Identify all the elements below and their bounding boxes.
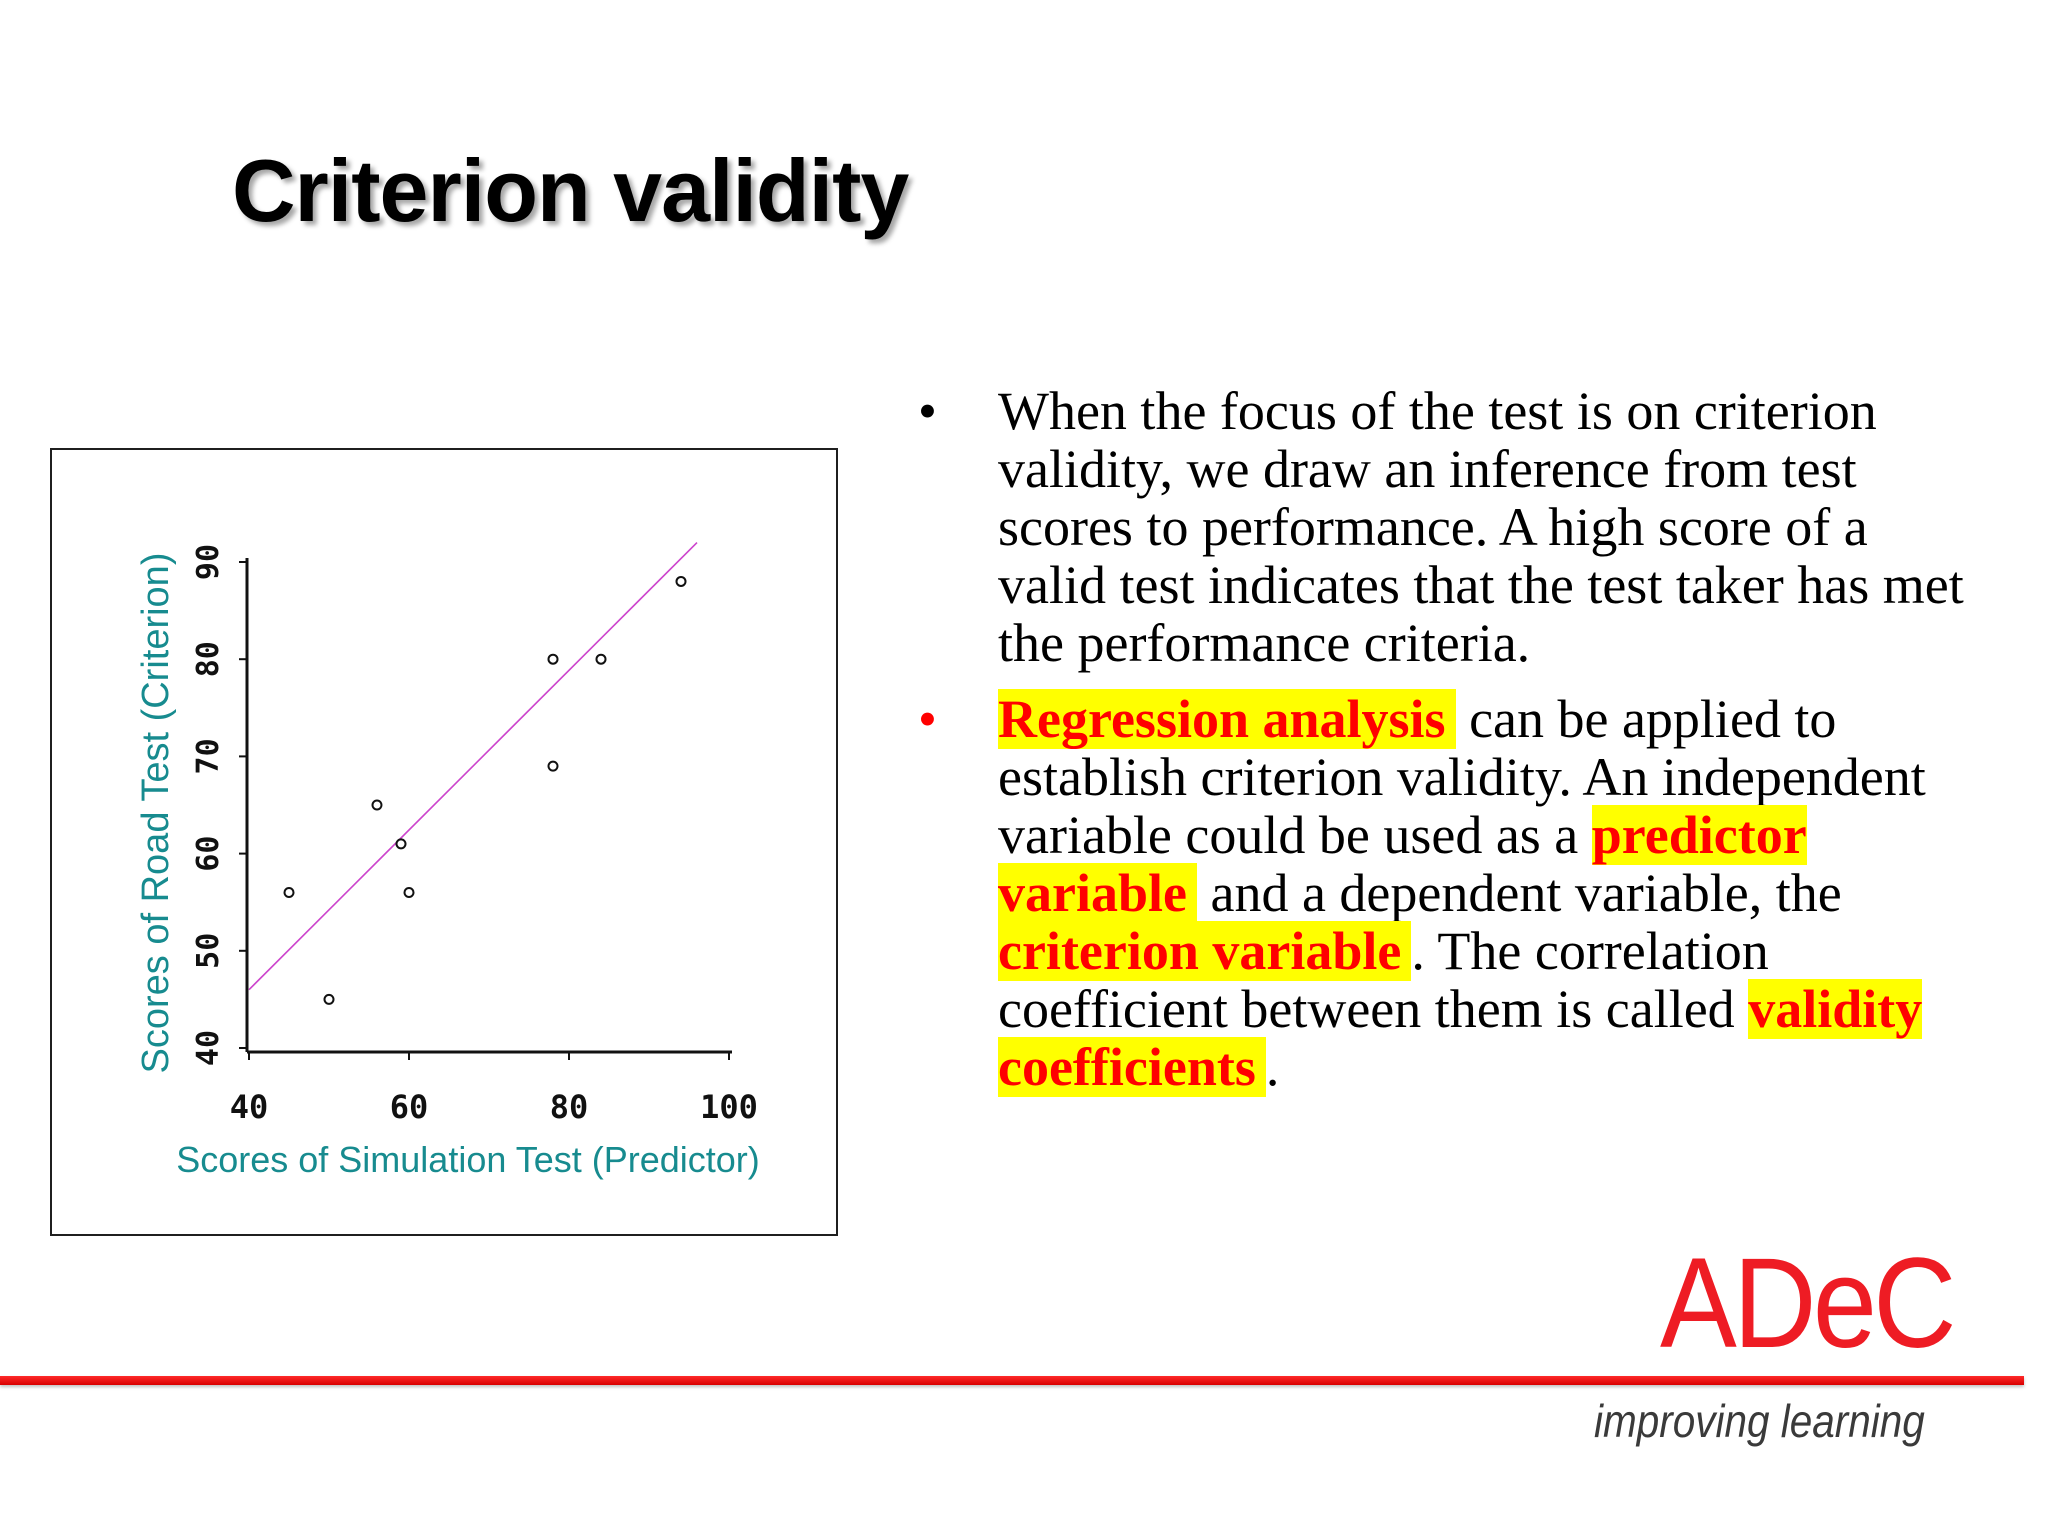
y-tick-label: 80 <box>191 641 226 677</box>
chart-tick-labels: 40 60 80 100 40 50 60 70 80 90 <box>191 544 758 1126</box>
highlight-term: criterion variable <box>998 921 1412 981</box>
bullet-item-criterion: • When the focus of the test is on crite… <box>918 382 1978 672</box>
data-point <box>403 886 415 898</box>
x-tick-label: 60 <box>390 1088 429 1126</box>
bullet-marker: • <box>918 689 937 749</box>
logo-tagline: improving learning <box>1594 1395 1925 1447</box>
bullet-text-segment: and a dependent variable, the <box>1196 863 1842 923</box>
footer-divider <box>0 1376 2024 1385</box>
chart-axes <box>239 558 732 1060</box>
data-point <box>595 653 607 665</box>
regression-line <box>248 541 698 991</box>
chart-points <box>283 575 687 1005</box>
y-tick-label: 70 <box>191 738 226 774</box>
bullet-list: • When the focus of the test is on crite… <box>918 382 1978 1097</box>
bullet-item-regression: • Regression analysis can be applied to … <box>918 689 1978 1097</box>
bullet-text: Regression analysis can be applied to es… <box>998 689 1926 1097</box>
data-point <box>675 575 687 587</box>
y-tick-label: 90 <box>191 544 226 580</box>
x-tick-label: 100 <box>700 1088 758 1126</box>
x-tick-label: 80 <box>550 1088 589 1126</box>
y-tick-label: 60 <box>191 836 226 872</box>
y-axis-label: Scores of Road Test (Criterion) <box>135 553 177 1074</box>
scatter-chart: 40 60 80 100 40 50 60 70 80 90 Scores of Road Tes… <box>50 448 838 1236</box>
bullet-text: When the focus of the test is on criteri… <box>998 381 1964 673</box>
bullet-text-segment: can be applied to establish criterion va… <box>998 689 1926 865</box>
data-point <box>547 760 559 772</box>
x-axis-label: Scores of Simulation Test (Predictor) <box>176 1139 760 1180</box>
bullet-text-segment: . <box>1265 1037 1280 1097</box>
bullet-text-segment: . The correlation coefficient between th… <box>998 921 1769 1039</box>
y-tick-label: 40 <box>191 1030 226 1066</box>
data-point <box>371 799 383 811</box>
data-point <box>395 838 407 850</box>
scatter-plot-svg: 40 60 80 100 40 50 60 70 80 90 Scores of Road Tes… <box>135 541 760 1180</box>
data-point <box>283 886 295 898</box>
bullet-marker: • <box>918 381 937 441</box>
x-tick-label: 40 <box>230 1088 269 1126</box>
data-point <box>547 653 559 665</box>
highlight-term: Regression analysis <box>998 689 1456 749</box>
data-point <box>323 993 335 1005</box>
slide-title: Criterion validity <box>232 141 909 240</box>
adec-logo: ADeC <box>1660 1232 1956 1375</box>
y-tick-label: 50 <box>191 933 226 969</box>
